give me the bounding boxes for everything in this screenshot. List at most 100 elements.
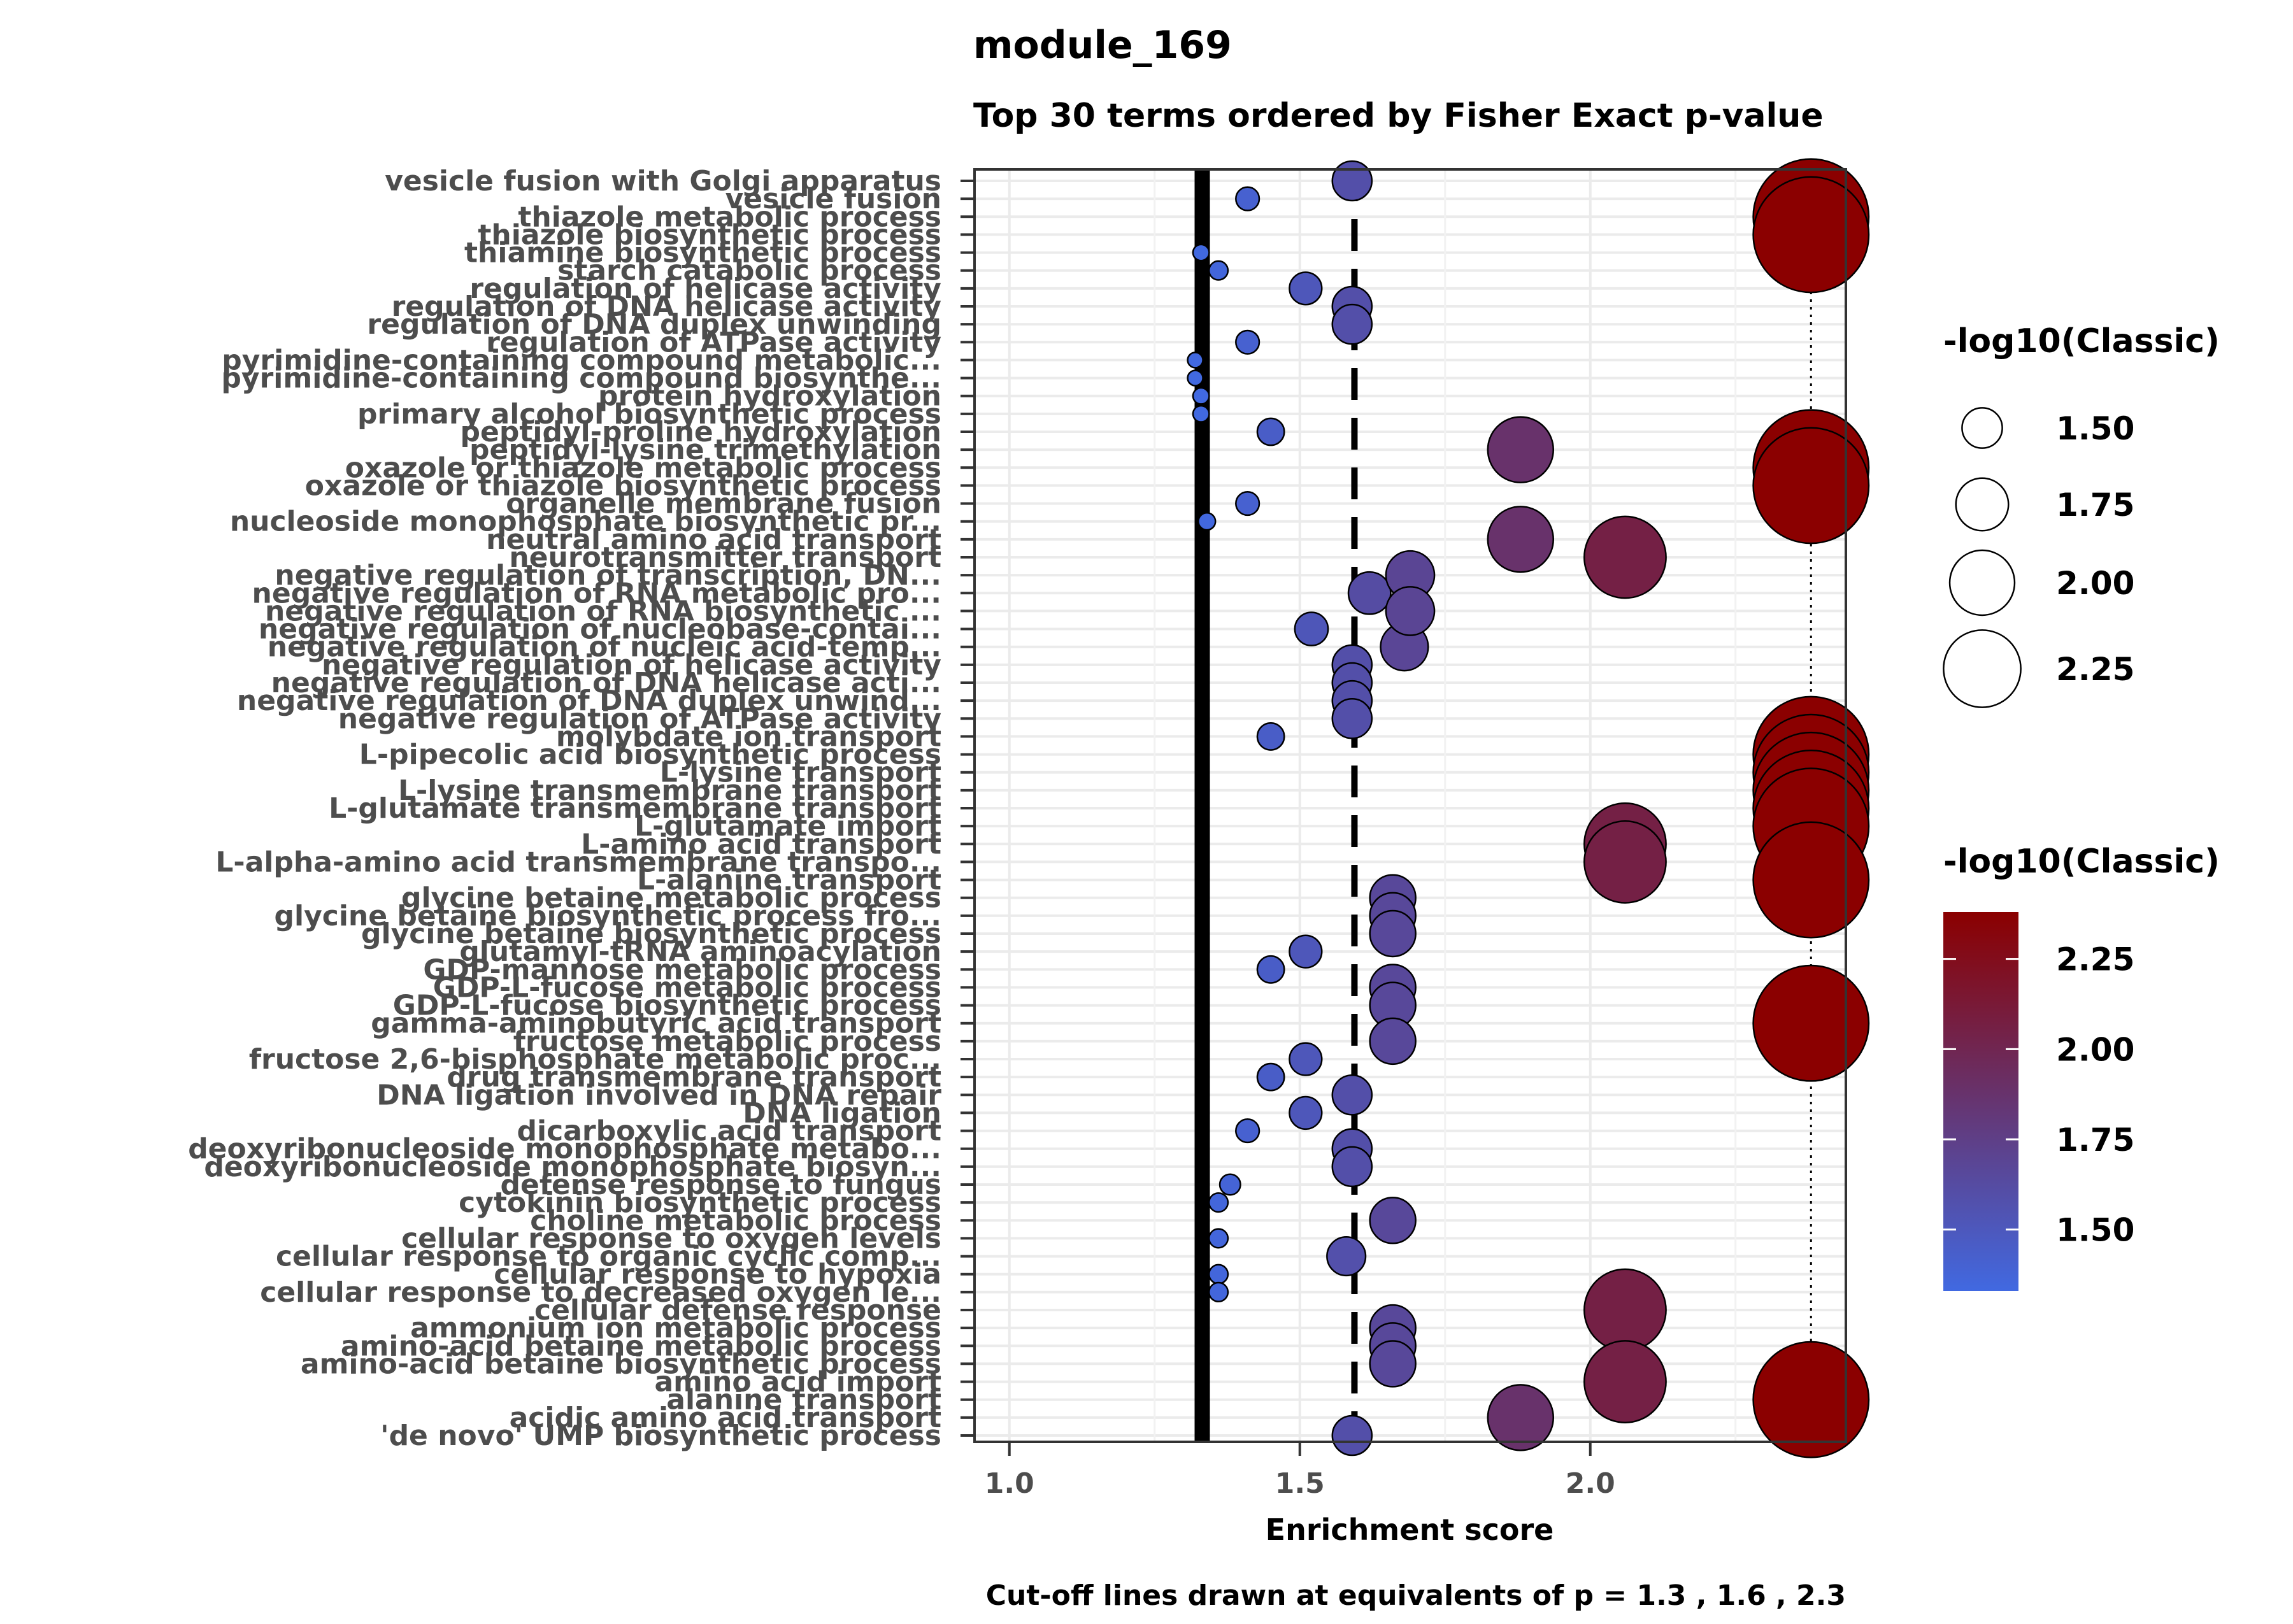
data-point [1235, 329, 1261, 355]
data-point [1487, 506, 1554, 573]
data-point [1235, 186, 1261, 211]
data-point [1192, 243, 1210, 262]
y-tick-label: negative regulation of nucleobase-contai… [259, 613, 941, 646]
x-tick-label: 1.5 [1275, 1467, 1325, 1500]
y-tick-label: L-amino acid transport [581, 828, 941, 860]
data-point [1331, 1414, 1373, 1457]
y-tick-label: L-glutamate transmembrane transport [329, 792, 941, 825]
y-tick-label: pyrimidine-containing compound metabolic… [222, 344, 941, 376]
data-point [1487, 1384, 1554, 1451]
y-tick-label: starch catabolic process [557, 255, 941, 287]
y-tick-label: GDP-L-fucose metabolic process [433, 971, 941, 1004]
y-tick-label: negative regulation of DNA duplex unwind… [237, 685, 941, 717]
y-axis-labels: vesicle fusion with Golgi apparatusvesic… [188, 165, 975, 1452]
x-axis: 1.0 1.5 2.0 [985, 1442, 1615, 1500]
size-legend-label: 1.50 [2056, 410, 2134, 447]
data-point [1583, 820, 1667, 904]
y-tick-label: cellular response to decreased oxygen le… [260, 1276, 941, 1309]
y-tick-label: negative regulation of helicase activity [322, 649, 941, 681]
y-tick-label: negative regulation of ATPase activity [338, 702, 941, 735]
plot-border [973, 168, 1847, 1443]
data-point [1331, 1146, 1373, 1188]
y-tick-label: negative regulation of transcription, DN… [275, 559, 941, 592]
data-point [1235, 490, 1261, 516]
data-point [1487, 416, 1554, 483]
data-point [1385, 586, 1436, 636]
color-legend-title: -log10(Classic) [1943, 843, 2220, 881]
size-legend: 1.50 1.75 2.00 2.25 [1943, 407, 2134, 708]
data-points [1187, 158, 1870, 1458]
data-point [1752, 427, 1870, 545]
size-legend-label: 2.25 [2056, 651, 2134, 688]
y-tick-label: regulation of DNA helicase activity [392, 290, 941, 323]
data-point [1369, 909, 1417, 958]
data-point [1752, 964, 1870, 1082]
color-legend-label: 2.25 [2056, 941, 2134, 978]
data-point [1331, 698, 1373, 739]
y-tick-label: primary alcohol biosynthetic process [357, 398, 941, 431]
y-tick-label: oxazole or thiazole biosynthetic process [305, 469, 941, 502]
y-tick-label: deoxyribonucleoside monophosphate metabo… [188, 1133, 941, 1165]
size-legend-key [1948, 549, 2016, 616]
color-legend-label: 1.50 [2056, 1212, 2134, 1249]
y-tick-label: negative regulation of RNA metabolic pro… [252, 577, 941, 609]
y-tick-label: fructose metabolic process [513, 1025, 941, 1058]
y-tick-label: L-lysine transport [660, 757, 941, 789]
y-tick-label: defense response to fungus [500, 1169, 941, 1201]
y-tick-label: nucleoside monophosphate biosynthetic pr… [230, 506, 941, 538]
y-tick-label: ammonium ion metabolic process [410, 1312, 941, 1344]
size-legend-label: 1.75 [2056, 487, 2134, 524]
y-tick-label: vesicle fusion [725, 183, 941, 215]
color-legend-label: 2.00 [2056, 1031, 2134, 1068]
size-legend-title: -log10(Classic) [1943, 322, 2220, 360]
data-point [1369, 1197, 1417, 1244]
data-point [1583, 1340, 1667, 1423]
data-point [1369, 1340, 1417, 1388]
y-tick-label: thiamine biosynthetic process [464, 237, 941, 269]
y-tick-label: L-lysine transmembrane transport [398, 774, 941, 807]
x-tick-label: 2.0 [1566, 1467, 1615, 1500]
data-point [1235, 1118, 1261, 1144]
data-point [1208, 1281, 1229, 1302]
data-point [1583, 515, 1667, 599]
y-tick-label: neutral amino acid transport [486, 524, 941, 556]
y-tick-label: cytokinin biosynthetic process [459, 1186, 941, 1219]
y-tick-label: molybdate ion transport [556, 720, 941, 753]
y-tick-label: pyrimidine-containing compound biosynthe… [221, 362, 941, 395]
data-point [1289, 1042, 1323, 1076]
y-tick-label: amino acid import [654, 1366, 941, 1399]
size-legend-key [1961, 407, 2003, 449]
y-tick-label: L-pipecolic acid biosynthetic process [359, 739, 941, 771]
data-point [1256, 1062, 1285, 1092]
data-point [1208, 260, 1229, 281]
data-point [1192, 404, 1210, 423]
y-tick-label: GDP-mannose metabolic process [423, 953, 941, 986]
data-point [1208, 1228, 1229, 1249]
color-legend-bar [1943, 912, 2018, 1291]
y-tick-label: regulation of DNA duplex unwinding [367, 308, 941, 341]
y-tick-label: 'de novo' UMP biosynthetic process [380, 1420, 941, 1452]
y-tick-label: regulation of ATPase activity [486, 326, 941, 359]
y-tick-label: thiazole metabolic process [518, 201, 941, 233]
data-point [1752, 821, 1870, 939]
size-legend-key [1955, 477, 2010, 532]
y-tick-label: GDP-L-fucose biosynthetic process [393, 990, 941, 1022]
x-axis-title: Enrichment score [1266, 1513, 1554, 1547]
data-point [1256, 955, 1285, 984]
y-tick-label: thiazole biosynthetic process [478, 218, 941, 251]
data-point [1583, 1268, 1667, 1352]
data-point [1208, 1192, 1229, 1213]
y-tick-label: protein hydroxylation [598, 380, 941, 413]
data-point [1187, 369, 1204, 387]
y-tick-label: gamma-aminobutyric acid transport [371, 1008, 941, 1040]
y-tick-label: DNA ligation involved in DNA repair [376, 1079, 941, 1111]
grid [975, 169, 1846, 1442]
size-legend-key [1943, 629, 2022, 708]
y-tick-label: organelle membrane fusion [506, 488, 941, 520]
chart-caption: Cut-off lines drawn at equivalents of p … [986, 1579, 1846, 1612]
y-tick-label: vesicle fusion with Golgi apparatus [385, 165, 941, 197]
data-point [1331, 303, 1373, 345]
y-tick-label: peptidyl-lysine trimethylation [469, 434, 941, 466]
y-tick-label: cellular response to hypoxia [494, 1258, 941, 1291]
